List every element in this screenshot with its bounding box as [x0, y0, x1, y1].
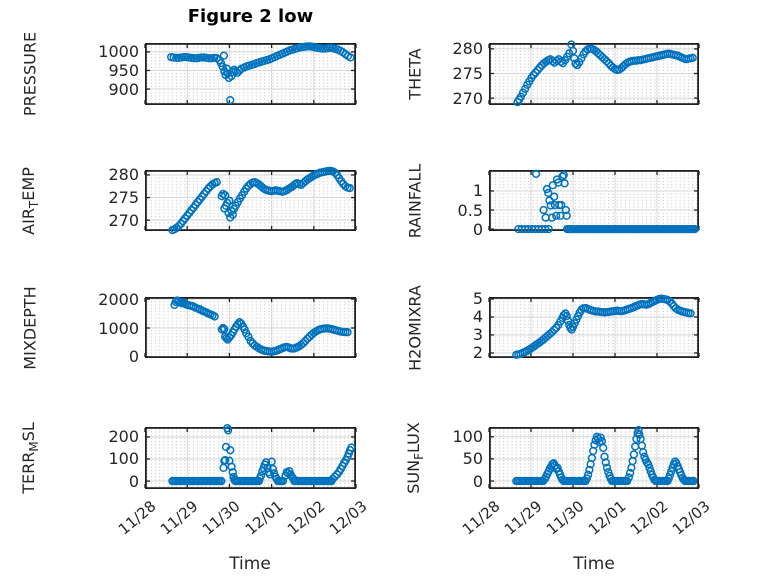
y-axis-label-mixdepth: MIXDEPTH	[20, 285, 40, 370]
y-axis-label-sun-flux: SUNFLUX	[403, 422, 427, 494]
y-axis-label-pressure: PRESSURE	[20, 31, 40, 117]
x-tick-label: 11/28	[114, 497, 160, 539]
y-axis-label-theta: THETA	[405, 48, 425, 100]
x-tick-label: 12/01	[241, 497, 287, 539]
plot-area-air-temp	[144, 166, 357, 235]
y-tick-label: 0.5	[457, 200, 483, 220]
x-tick-label: 11/30	[199, 497, 244, 539]
plot-area-pressure	[144, 42, 357, 106]
y-tick-label: 0	[128, 347, 139, 367]
y-tick-label: 5	[472, 289, 483, 309]
y-tick-label: 270	[108, 210, 139, 230]
y-axis-label-terr-msl: TERRMSL	[18, 422, 42, 494]
x-tick-label: 12/03	[668, 497, 714, 539]
subplot-rainfall: 0 0.5 1 RAINFALL	[406, 163, 700, 238]
plot-area-rainfall	[488, 169, 700, 234]
scatter-points-mixdepth	[170, 296, 352, 356]
subplot-sun-flux: 0 50 100 SUNFLUX 11/28 11/29 11/30 12/01 12/02 12…	[404, 422, 714, 538]
scatter-points-h2omixra	[512, 294, 695, 359]
x-tick-label: 11/29	[500, 497, 546, 539]
y-tick-label: 50	[462, 449, 483, 469]
y-tick-label: 1	[472, 181, 483, 201]
y-tick-label: 1000	[98, 318, 139, 338]
x-tick-label: 12/02	[626, 497, 672, 539]
subplot-theta: 270 275 280 THETA	[406, 40, 700, 107]
y-axis-label-h2omixra: H2OMIXRA	[405, 284, 425, 371]
subplot-pressure: 900 950 1000 PRESSURE	[21, 32, 357, 116]
y-tick-label: 950	[108, 60, 139, 80]
x-tick-label: 12/03	[325, 497, 371, 539]
y-tick-label: 3	[472, 325, 483, 345]
plot-area-sun-flux	[488, 425, 700, 490]
plot-area-theta	[488, 40, 700, 107]
subplot-mixdepth: 0 1000 2000 MIXDEPTH	[21, 286, 357, 369]
figure-title: Figure 2 low	[187, 6, 314, 27]
scatter-points-rainfall	[514, 169, 699, 234]
plot-area-terr-msl	[144, 423, 357, 490]
plot-area-mixdepth	[144, 296, 357, 359]
y-tick-label: 900	[108, 79, 139, 99]
y-tick-label: 275	[108, 188, 139, 208]
scatter-points-sun-flux	[512, 425, 698, 486]
y-tick-label: 1000	[98, 42, 139, 62]
scatter-points-terr-msl	[168, 423, 356, 486]
time-axis-label-left: Time	[229, 554, 271, 574]
y-tick-label: 4	[472, 307, 483, 327]
subplot-terr-msl: 0 100 200 TERRMSL 11/28 11/29 11/30 12/01 12/02 1…	[19, 422, 371, 538]
y-tick-label: 275	[452, 64, 483, 83]
y-tick-label: 270	[452, 88, 483, 108]
y-tick-label: 0	[128, 471, 139, 491]
y-tick-label: 100	[452, 427, 483, 447]
scatter-points-pressure	[167, 42, 355, 105]
y-axis-label-rainfall: RAINFALL	[405, 163, 425, 238]
scatter-points-air-temp	[168, 166, 354, 235]
plot-area-h2omixra	[488, 294, 700, 359]
y-tick-label: 0	[472, 219, 483, 239]
scatter-points-theta	[513, 40, 697, 107]
time-axis-label-right: Time	[573, 554, 615, 574]
x-tick-label: 11/29	[157, 497, 202, 539]
y-tick-label: 280	[108, 165, 139, 185]
subplot-air-temp: 270 275 280 AIRTEMP	[19, 166, 357, 235]
x-tick-label: 11/30	[542, 497, 588, 539]
x-tick-label: 12/01	[584, 497, 630, 539]
subplot-h2omixra: 2 3 4 5 H2OMIXRA	[406, 285, 700, 370]
y-tick-label: 2000	[98, 289, 139, 309]
x-tick-label: 11/28	[458, 497, 504, 539]
y-tick-label: 0	[472, 471, 483, 491]
y-tick-label: 200	[108, 427, 139, 447]
y-axis-label-air-temp: AIRTEMP	[18, 166, 42, 235]
x-tick-label: 12/02	[283, 497, 329, 539]
y-tick-label: 100	[108, 449, 139, 469]
y-tick-label: 2	[472, 343, 483, 363]
y-tick-label: 280	[452, 39, 483, 59]
